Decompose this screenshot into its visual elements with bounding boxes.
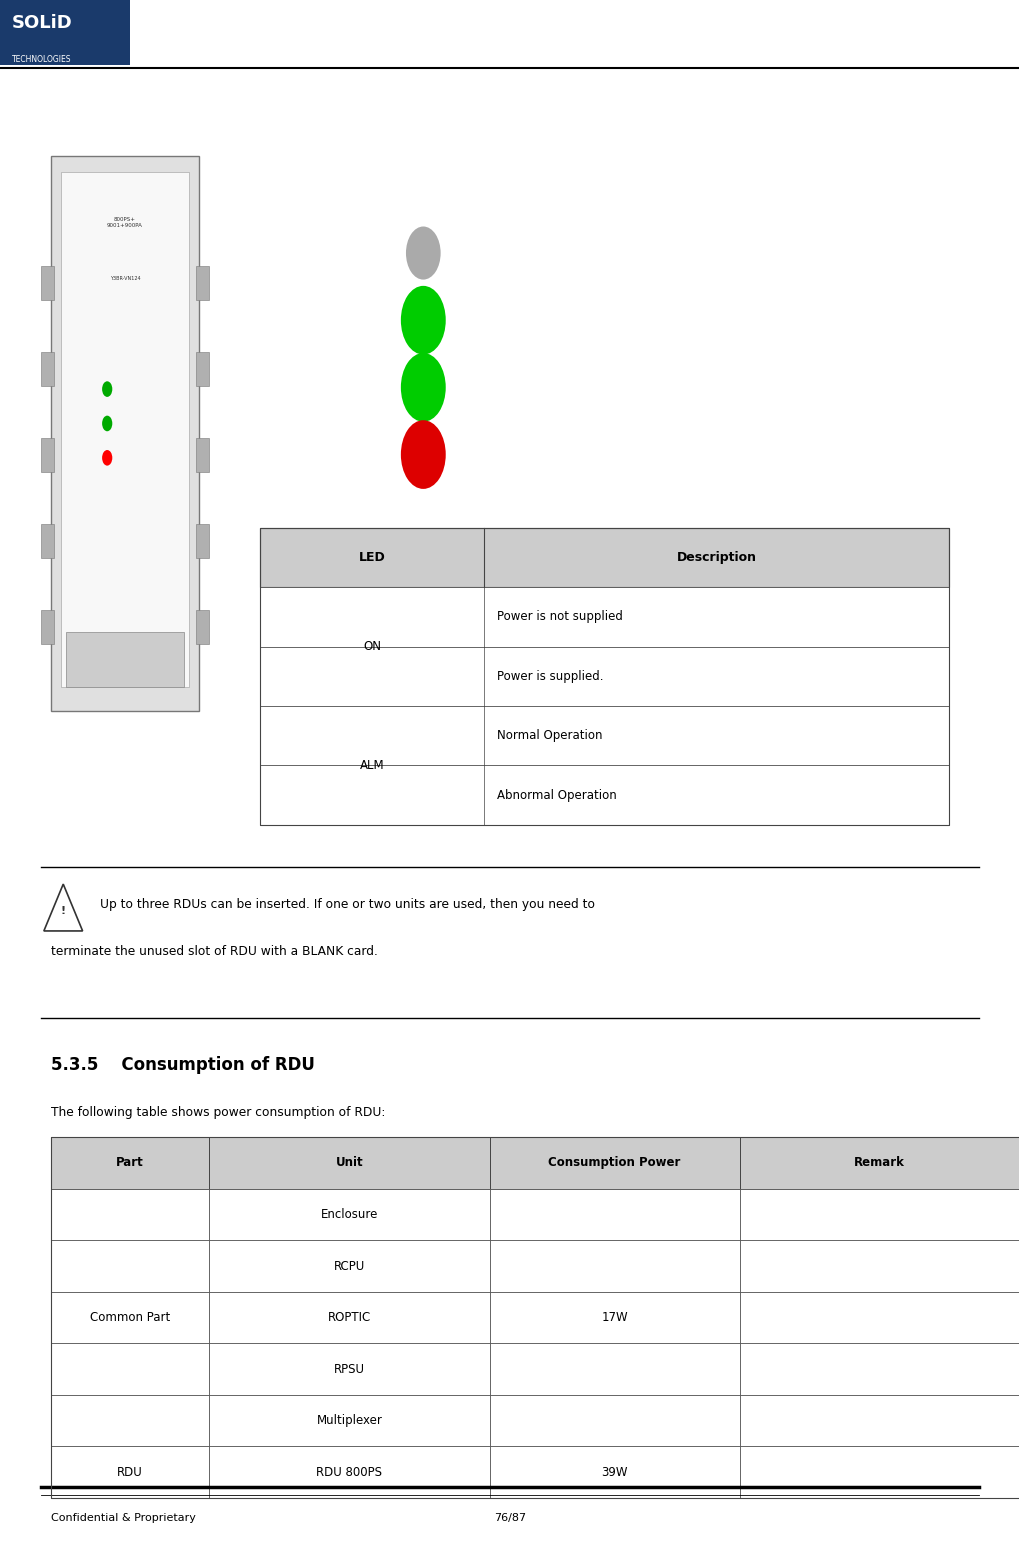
Circle shape	[406, 226, 440, 280]
FancyBboxPatch shape	[739, 1292, 1019, 1343]
Text: Normal Operation: Normal Operation	[496, 729, 601, 742]
FancyBboxPatch shape	[209, 1343, 489, 1395]
Text: Common Part: Common Part	[90, 1311, 170, 1325]
FancyBboxPatch shape	[209, 1189, 489, 1240]
FancyBboxPatch shape	[51, 1189, 209, 1240]
FancyBboxPatch shape	[489, 1292, 739, 1343]
FancyBboxPatch shape	[196, 351, 209, 386]
FancyBboxPatch shape	[196, 609, 209, 644]
Text: Multiplexer: Multiplexer	[316, 1414, 382, 1428]
FancyBboxPatch shape	[489, 1395, 739, 1446]
FancyBboxPatch shape	[51, 1137, 209, 1189]
Circle shape	[400, 286, 445, 355]
FancyBboxPatch shape	[209, 1292, 489, 1343]
FancyBboxPatch shape	[51, 1240, 209, 1292]
Text: 39W: 39W	[601, 1465, 627, 1479]
FancyBboxPatch shape	[41, 609, 54, 644]
Polygon shape	[44, 884, 83, 931]
Text: ON: ON	[363, 640, 381, 653]
Text: 800PS+
9001+900PA: 800PS+ 9001+900PA	[107, 217, 143, 228]
Text: LED: LED	[359, 551, 385, 564]
FancyBboxPatch shape	[51, 156, 199, 711]
Text: !: !	[60, 906, 66, 915]
Text: The following table shows power consumption of RDU:: The following table shows power consumpt…	[51, 1106, 385, 1118]
Text: Consumption Power: Consumption Power	[548, 1156, 680, 1170]
Text: Unit: Unit	[335, 1156, 363, 1170]
Text: Confidential & Proprietary: Confidential & Proprietary	[51, 1514, 196, 1523]
Text: 17W: 17W	[600, 1311, 628, 1325]
FancyBboxPatch shape	[489, 1137, 739, 1189]
Text: RDU: RDU	[117, 1465, 143, 1479]
Text: 76/87: 76/87	[493, 1514, 526, 1523]
FancyBboxPatch shape	[196, 437, 209, 472]
Circle shape	[102, 450, 112, 465]
Circle shape	[102, 381, 112, 397]
FancyBboxPatch shape	[41, 351, 54, 386]
FancyBboxPatch shape	[489, 1189, 739, 1240]
FancyBboxPatch shape	[51, 1446, 209, 1498]
FancyBboxPatch shape	[61, 172, 189, 687]
Text: TECHNOLOGIES: TECHNOLOGIES	[12, 55, 71, 64]
Text: Enclosure: Enclosure	[320, 1207, 378, 1221]
Text: ALM: ALM	[360, 759, 384, 772]
FancyBboxPatch shape	[260, 587, 948, 647]
FancyBboxPatch shape	[489, 1446, 739, 1498]
Text: 5.3.5    Consumption of RDU: 5.3.5 Consumption of RDU	[51, 1056, 315, 1075]
FancyBboxPatch shape	[51, 1395, 209, 1446]
Text: RPSU: RPSU	[333, 1362, 365, 1376]
FancyBboxPatch shape	[260, 765, 948, 825]
FancyBboxPatch shape	[739, 1137, 1019, 1189]
Text: Power is not supplied: Power is not supplied	[496, 611, 622, 623]
FancyBboxPatch shape	[489, 1240, 739, 1292]
FancyBboxPatch shape	[196, 523, 209, 558]
Text: ROPTIC: ROPTIC	[327, 1311, 371, 1325]
FancyBboxPatch shape	[739, 1240, 1019, 1292]
FancyBboxPatch shape	[739, 1446, 1019, 1498]
FancyBboxPatch shape	[41, 523, 54, 558]
FancyBboxPatch shape	[489, 1343, 739, 1395]
FancyBboxPatch shape	[0, 0, 129, 66]
FancyBboxPatch shape	[66, 631, 183, 687]
FancyBboxPatch shape	[260, 706, 948, 765]
Circle shape	[102, 415, 112, 431]
FancyBboxPatch shape	[209, 1240, 489, 1292]
Text: Description: Description	[676, 551, 756, 564]
FancyBboxPatch shape	[41, 266, 54, 300]
Text: SOLiD: SOLiD	[12, 14, 73, 33]
FancyBboxPatch shape	[209, 1446, 489, 1498]
FancyBboxPatch shape	[739, 1189, 1019, 1240]
FancyBboxPatch shape	[260, 528, 948, 587]
Text: Up to three RDUs can be inserted. If one or two units are used, then you need to: Up to three RDUs can be inserted. If one…	[100, 898, 594, 911]
Text: Abnormal Operation: Abnormal Operation	[496, 789, 615, 801]
Circle shape	[400, 420, 445, 489]
Text: Y3BR-VN124: Y3BR-VN124	[109, 275, 141, 281]
Text: terminate the unused slot of RDU with a BLANK card.: terminate the unused slot of RDU with a …	[51, 945, 377, 958]
Text: RCPU: RCPU	[333, 1259, 365, 1273]
Text: Remark: Remark	[854, 1156, 904, 1170]
Text: Part: Part	[116, 1156, 144, 1170]
Text: RDU 800PS: RDU 800PS	[316, 1465, 382, 1479]
FancyBboxPatch shape	[209, 1395, 489, 1446]
FancyBboxPatch shape	[196, 266, 209, 300]
FancyBboxPatch shape	[41, 437, 54, 472]
FancyBboxPatch shape	[739, 1395, 1019, 1446]
Circle shape	[400, 353, 445, 422]
FancyBboxPatch shape	[739, 1343, 1019, 1395]
FancyBboxPatch shape	[209, 1137, 489, 1189]
Text: Power is supplied.: Power is supplied.	[496, 670, 602, 683]
FancyBboxPatch shape	[260, 647, 948, 706]
FancyBboxPatch shape	[51, 1343, 209, 1395]
FancyBboxPatch shape	[51, 1292, 209, 1343]
